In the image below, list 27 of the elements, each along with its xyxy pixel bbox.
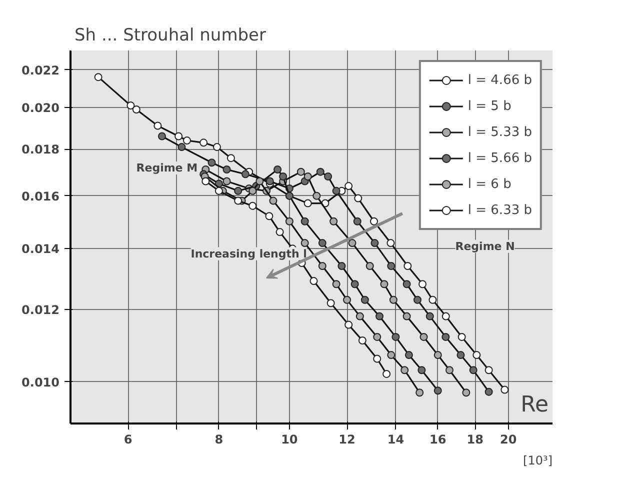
legend-label: l = 6.33 b xyxy=(468,202,532,218)
legend-label: l = 5.66 b xyxy=(468,150,532,166)
x-tick-label: 16 xyxy=(430,432,446,446)
x-tick-label: 12 xyxy=(338,432,356,446)
x-tick-label: 6 xyxy=(124,432,132,446)
y-tick-label: 0.020 xyxy=(22,101,60,116)
annotation: Regime M xyxy=(136,161,198,174)
x-tick-label: 8 xyxy=(214,432,224,446)
y-tick-label: 0.022 xyxy=(22,63,60,78)
x-tick-label: 20 xyxy=(500,432,517,446)
legend-label: l = 4.66 b xyxy=(468,72,532,88)
x-tick-label: 10 xyxy=(281,432,298,446)
x-axis-title: Re xyxy=(520,392,549,418)
x-tick-label: 18 xyxy=(466,432,484,446)
legend-label: l = 5 b xyxy=(468,98,512,114)
y-tick-label: 0.014 xyxy=(22,242,60,256)
x-tick-label: 14 xyxy=(387,432,404,446)
y-axis-title: Sh ... Strouhal number xyxy=(74,26,266,46)
annotation: Regime N xyxy=(455,240,515,253)
annotation: Increasing length l xyxy=(190,247,307,260)
legend-label: l = 6 b xyxy=(468,176,512,192)
y-tick-label: 0.012 xyxy=(22,303,60,318)
legend-label: l = 5.33 b xyxy=(468,124,532,140)
y-tick-label: 0.016 xyxy=(22,189,60,204)
text: [10³] xyxy=(523,454,553,468)
y-tick-label: 0.018 xyxy=(22,142,60,157)
y-tick-label: 0.010 xyxy=(22,375,60,390)
